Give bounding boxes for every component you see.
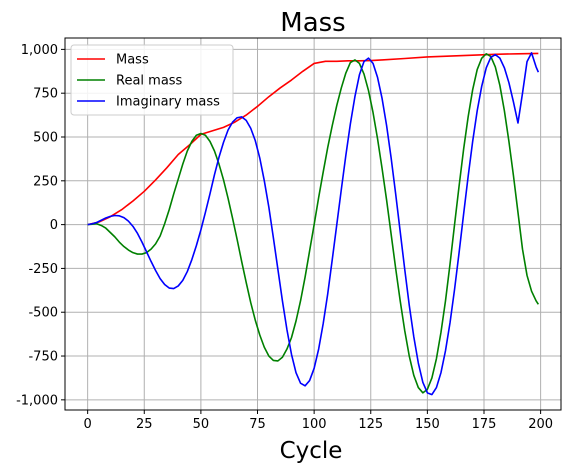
x-tick-label: 0 — [84, 417, 92, 432]
x-axis-label: Cycle — [280, 438, 343, 464]
series-line-mass — [87, 52, 539, 226]
legend-box — [70, 44, 234, 116]
y-tick-label: 250 — [33, 174, 58, 189]
legend-label-mass: Mass — [116, 53, 149, 68]
x-tick-label: 100 — [302, 417, 327, 432]
x-tick-label: 125 — [358, 417, 383, 432]
plot-frame — [64, 37, 562, 411]
x-tick-label: 150 — [415, 417, 440, 432]
x-tick-label: 50 — [193, 417, 210, 432]
legend-label-real: Real mass — [116, 74, 183, 89]
chart-title: Mass — [280, 8, 345, 38]
legend: Mass Real mass Imaginary mass — [70, 44, 234, 116]
y-tick-label: 750 — [33, 87, 58, 102]
legend-label-imag: Imaginary mass — [116, 95, 220, 110]
axis-ticks: 0 25 50 75 100 125 150 175 200 -1,000 -750 -500 -250… — [16, 43, 553, 432]
x-tick-label: 175 — [472, 417, 497, 432]
y-tick-label: -250 — [28, 262, 58, 277]
series-line-imag — [87, 52, 540, 396]
y-tick-label: 0 — [50, 218, 58, 233]
x-tick-label: 200 — [528, 417, 553, 432]
y-tick-label: 500 — [33, 131, 58, 146]
series-lines — [87, 52, 540, 396]
series-line-real — [87, 52, 540, 394]
x-tick-label: 25 — [136, 417, 153, 432]
y-tick-label: 1,000 — [21, 43, 58, 58]
y-tick-label: -1,000 — [16, 393, 58, 408]
y-tick-label: -500 — [28, 306, 58, 321]
x-tick-label: 75 — [249, 417, 266, 432]
y-tick-label: -750 — [28, 350, 58, 365]
